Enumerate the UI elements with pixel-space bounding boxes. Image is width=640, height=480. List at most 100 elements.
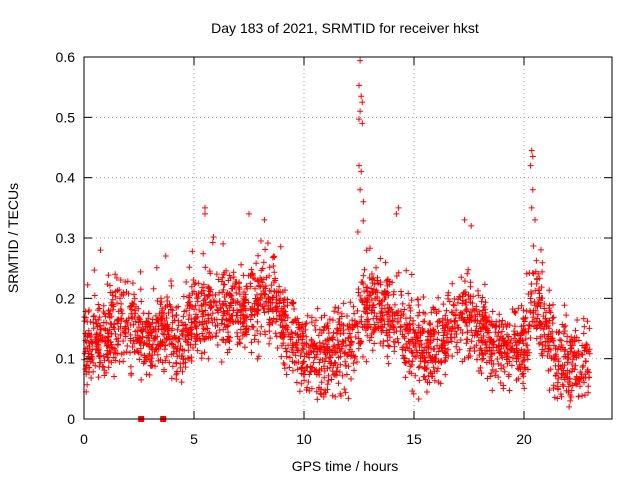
- data-point: [545, 322, 552, 329]
- data-point: [270, 315, 277, 322]
- data-point: [169, 313, 176, 320]
- data-point: [581, 345, 588, 352]
- data-point: [417, 330, 424, 337]
- data-point: [527, 289, 534, 296]
- data-point: [530, 314, 537, 321]
- data-point: [105, 272, 112, 279]
- data-point: [560, 330, 567, 337]
- data-point: [312, 367, 319, 374]
- data-point: [453, 330, 460, 337]
- data-point: [568, 360, 575, 367]
- data-point: [254, 306, 261, 313]
- data-point: [161, 331, 168, 338]
- data-point: [492, 329, 499, 336]
- data-point: [306, 354, 313, 361]
- data-point: [312, 317, 319, 324]
- data-point: [109, 289, 116, 296]
- data-point: [409, 337, 416, 344]
- data-point: [97, 247, 104, 254]
- data-point: [407, 326, 414, 333]
- data-point: [185, 347, 192, 354]
- data-point: [416, 309, 423, 316]
- data-point: [112, 288, 119, 295]
- data-point: [415, 396, 422, 403]
- data-point: [230, 269, 237, 276]
- data-point: [422, 310, 429, 317]
- data-point: [193, 322, 200, 329]
- data-point: [175, 338, 182, 345]
- data-point: [515, 375, 522, 382]
- data-point: [522, 315, 529, 322]
- data-point: [283, 348, 290, 355]
- data-point: [178, 319, 185, 326]
- data-point: [390, 291, 397, 298]
- data-point: [334, 364, 341, 371]
- data-point: [105, 307, 112, 314]
- data-point: [337, 353, 344, 360]
- data-point: [354, 359, 361, 366]
- data-point: [259, 265, 266, 272]
- data-point: [528, 204, 535, 211]
- data-point: [269, 299, 276, 306]
- data-point: [120, 327, 127, 334]
- data-point: [86, 364, 93, 371]
- data-point: [131, 307, 138, 314]
- data-point: [392, 338, 399, 345]
- data-point: [532, 287, 539, 294]
- data-point: [187, 324, 194, 331]
- data-point: [267, 305, 274, 312]
- data-point: [584, 318, 591, 325]
- data-point: [553, 328, 560, 335]
- data-point: [240, 312, 247, 319]
- data-point: [88, 351, 95, 358]
- data-point: [401, 355, 408, 362]
- data-point: [161, 368, 168, 375]
- data-point: [453, 307, 460, 314]
- data-point: [149, 316, 156, 323]
- data-point: [575, 349, 582, 356]
- data-point: [537, 339, 544, 346]
- data-point: [542, 343, 549, 350]
- data-point: [186, 355, 193, 362]
- data-point: [344, 312, 351, 319]
- data-point: [220, 240, 227, 247]
- y-tick-label: 0: [67, 411, 75, 427]
- data-point: [430, 304, 437, 311]
- data-point: [564, 333, 571, 340]
- data-point: [334, 337, 341, 344]
- data-point: [408, 361, 415, 368]
- data-point: [532, 268, 539, 275]
- data-point: [442, 350, 449, 357]
- data-point: [320, 393, 327, 400]
- data-point: [435, 379, 442, 386]
- data-point: [408, 297, 415, 304]
- data-point: [113, 275, 120, 282]
- data-point: [329, 368, 336, 375]
- data-point: [454, 321, 461, 328]
- data-point: [567, 348, 574, 355]
- data-point: [392, 301, 399, 308]
- data-point: [489, 308, 496, 315]
- data-point: [277, 288, 284, 295]
- data-point: [347, 299, 354, 306]
- data-point: [157, 343, 164, 350]
- data-point: [148, 358, 155, 365]
- data-point: [461, 278, 468, 285]
- data-point: [242, 291, 249, 298]
- data-point: [556, 336, 563, 343]
- data-point: [180, 356, 187, 363]
- data-point: [186, 311, 193, 318]
- data-point: [335, 319, 342, 326]
- data-point: [162, 342, 169, 349]
- data-point: [527, 162, 534, 169]
- data-point: [415, 324, 422, 331]
- data-point: [207, 299, 214, 306]
- data-point: [145, 310, 152, 317]
- data-point: [382, 259, 389, 266]
- data-point: [401, 321, 408, 328]
- data-point: [198, 303, 205, 310]
- data-point: [247, 305, 254, 312]
- data-point: [495, 342, 502, 349]
- data-point: [183, 278, 190, 285]
- data-point: [561, 372, 568, 379]
